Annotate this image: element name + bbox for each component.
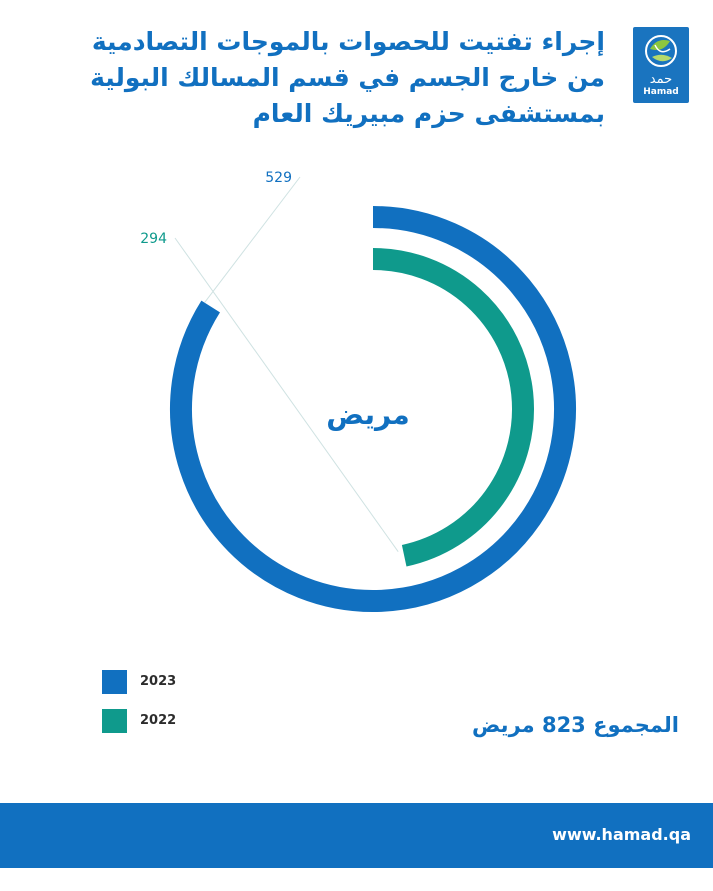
logo-arabic-text: حمد [649, 72, 673, 87]
title-line-1: إجراء تفتيت للحصوات بالموجات التصادمية [91, 27, 605, 56]
value-label-2022: 294 [140, 231, 167, 247]
legend-label-2023: 2023 [140, 674, 177, 689]
leader-line-2023 [204, 176, 301, 303]
title-line-3: بمستشفى حزم مبيريك العام [252, 99, 605, 128]
title-line-2: من خارج الجسم في قسم المسالك البولية [90, 63, 605, 92]
logo-english-text: Hamad [643, 87, 679, 97]
legend-swatch-2022 [102, 709, 127, 733]
center-label: مريض [326, 398, 410, 431]
footer-bar: www.hamad.qa [0, 803, 713, 868]
arc-2023 [170, 206, 576, 612]
value-label-2023: 529 [265, 170, 292, 186]
total-patients: المجموع 823 مريض [472, 713, 679, 737]
leaf-icon [645, 35, 677, 67]
hamad-logo: حمد Hamad [633, 27, 689, 103]
radial-bar-chart: 529 294 [140, 170, 576, 612]
leader-line-2022 [174, 237, 399, 553]
page-title: إجراء تفتيت للحصوات بالموجات التصادمية م… [45, 24, 605, 132]
arc-2022 [372, 248, 534, 567]
legend-label-2022: 2022 [140, 713, 177, 728]
footer-url[interactable]: www.hamad.qa [552, 825, 691, 844]
legend-swatch-2023 [102, 670, 127, 694]
